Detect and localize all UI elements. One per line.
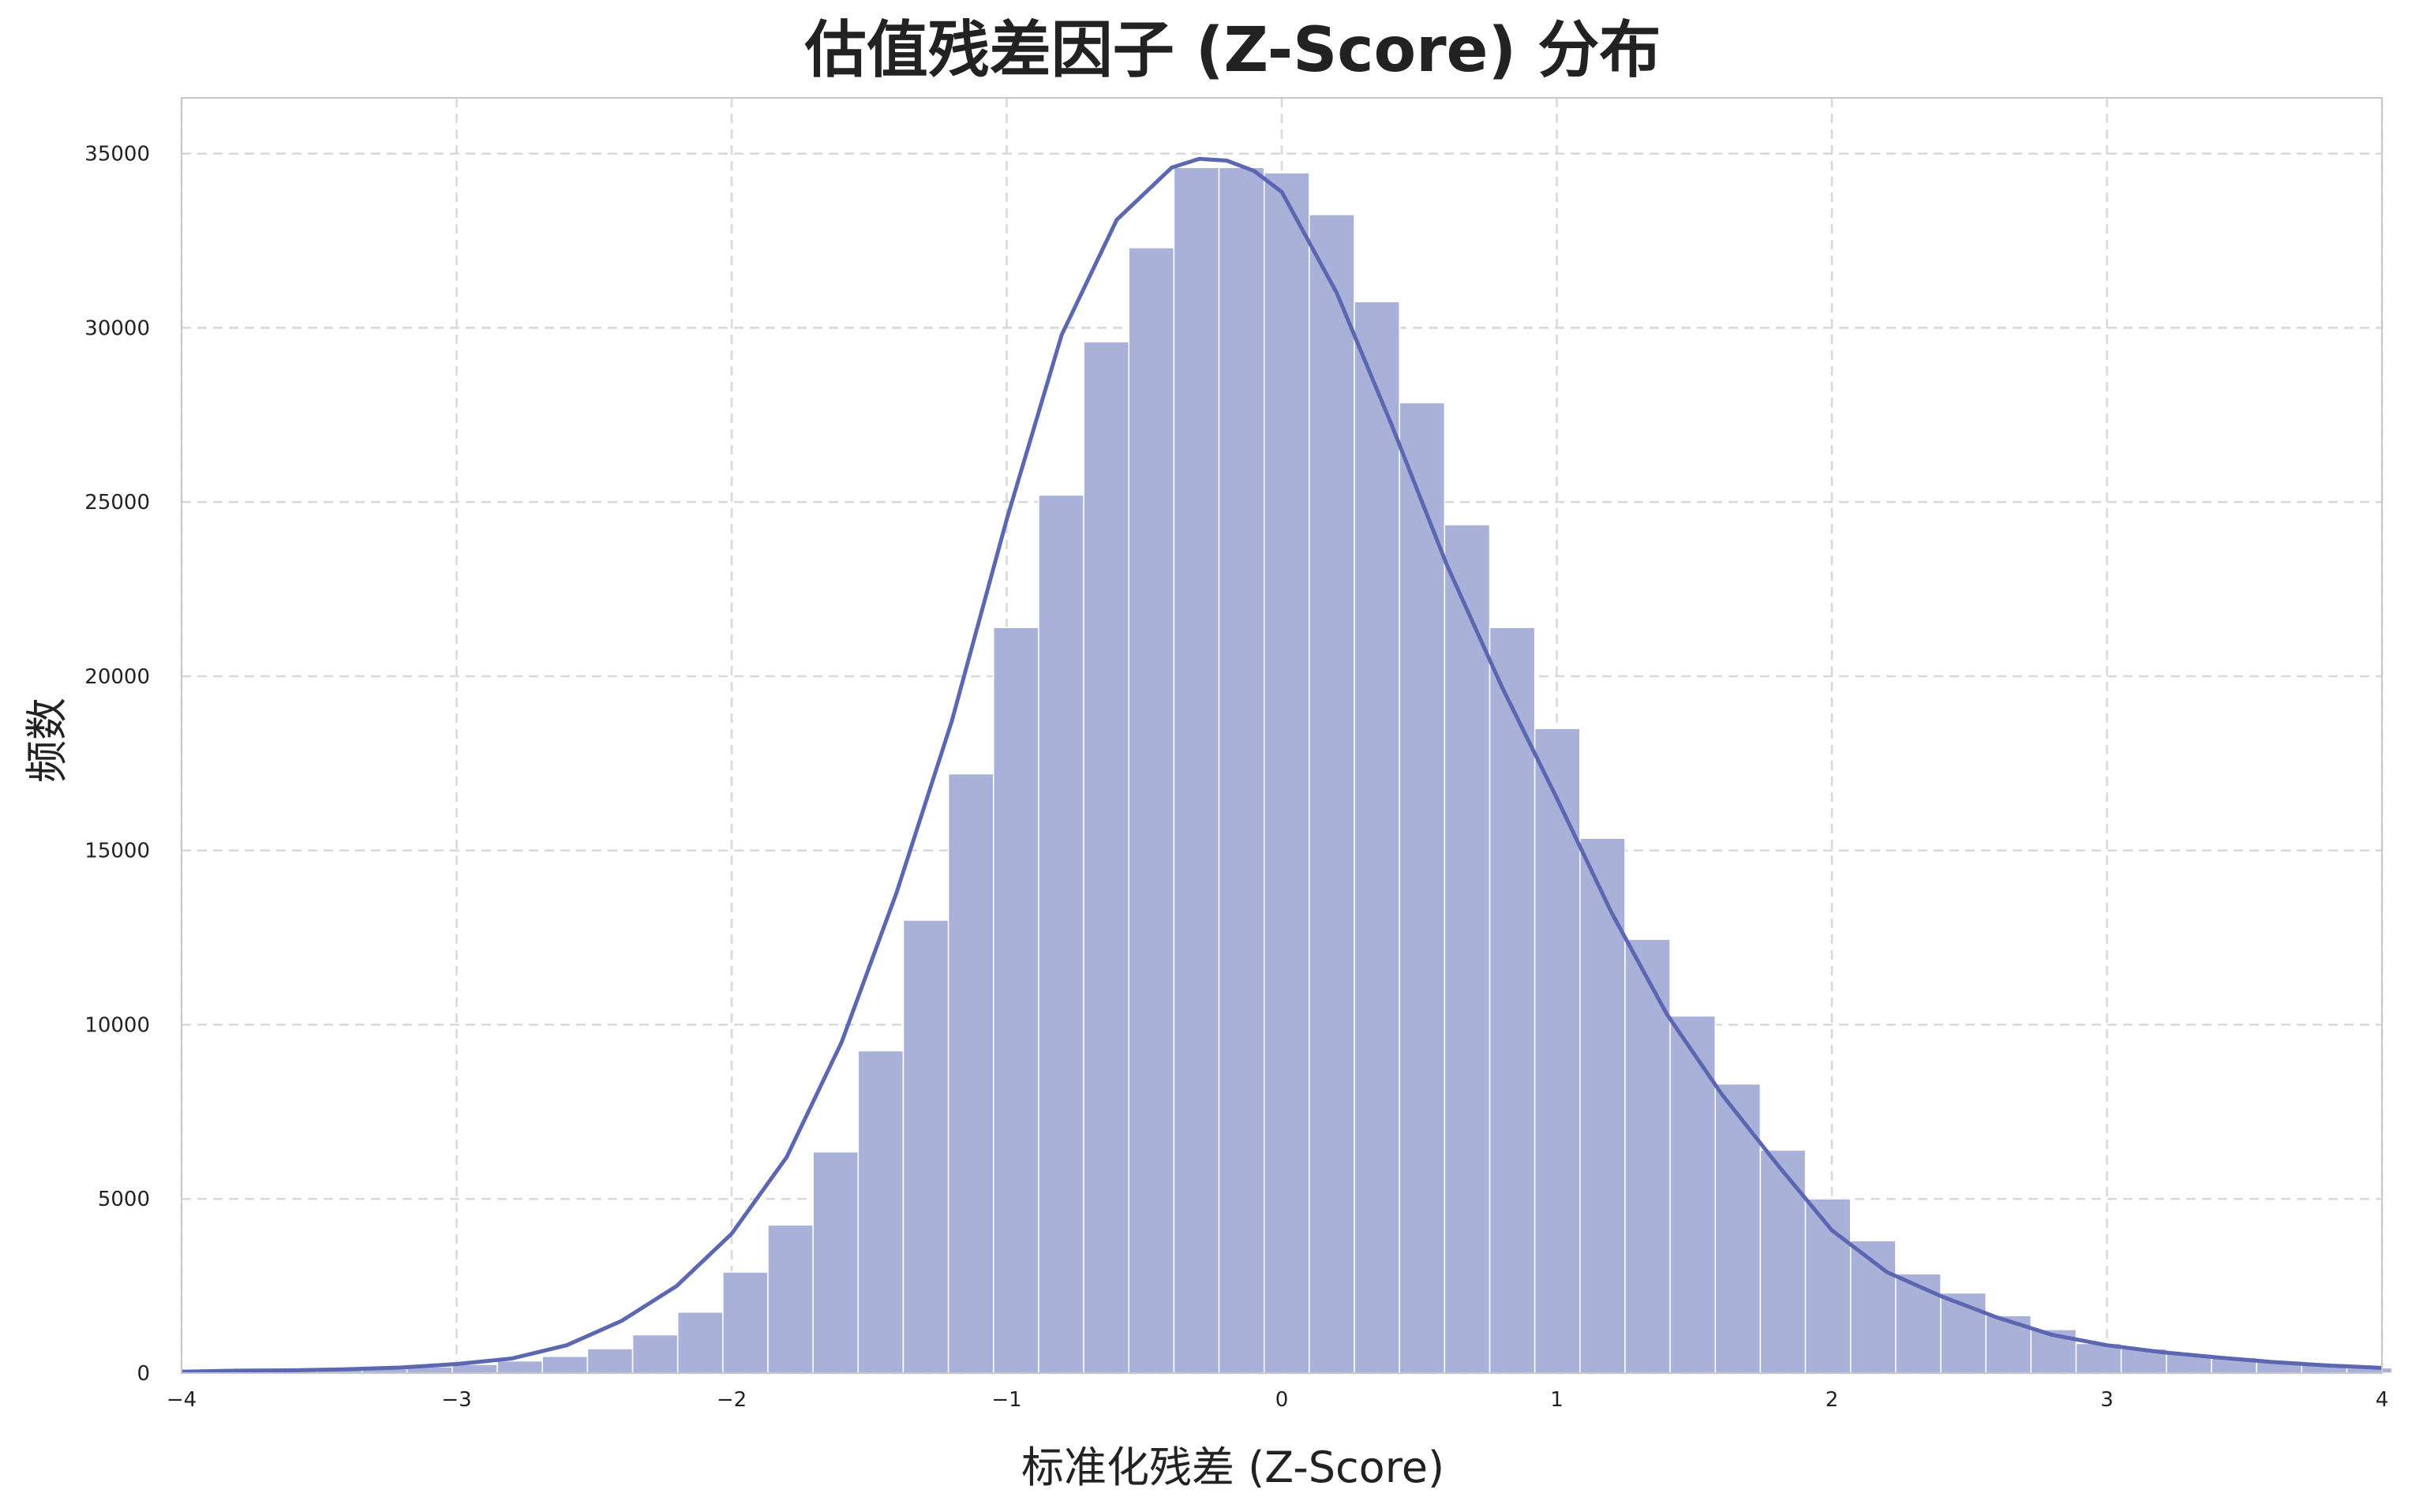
histogram-bar [1309, 214, 1355, 1374]
histogram-bar [1714, 1083, 1762, 1374]
y-tick-label: 35000 [84, 143, 150, 167]
x-axis-ticks: −4 −3 −2 −1 0 1 2 3 4 [167, 1388, 2388, 1412]
histogram-bar [496, 1360, 543, 1374]
y-tick-label: 5000 [98, 1188, 150, 1211]
histogram-bar [631, 1334, 679, 1374]
histogram-bar [1759, 1149, 1807, 1374]
histogram-bar [947, 773, 994, 1374]
histogram-bar [1624, 938, 1671, 1374]
histogram-bar [902, 919, 949, 1374]
x-tick-label: −4 [167, 1388, 197, 1412]
x-tick-label: 0 [1275, 1388, 1289, 1412]
y-tick-label: 20000 [84, 665, 150, 689]
x-tick-label: 2 [1826, 1388, 1839, 1412]
kde-curve [181, 156, 2383, 1374]
x-tick-label: 4 [2376, 1388, 2389, 1412]
y-tick-label: 30000 [84, 316, 150, 340]
y-tick-label: 10000 [84, 1013, 150, 1037]
x-axis-label: 标准化残差 (Z-Score) [1021, 1443, 1444, 1492]
histogram-bar [1218, 167, 1265, 1374]
x-tick-label: 1 [1550, 1388, 1564, 1412]
plot-frame [181, 97, 2383, 1374]
histogram-bar [1895, 1273, 1942, 1374]
histogram-bar [993, 627, 1039, 1374]
x-tick-label: 3 [2100, 1388, 2114, 1412]
histogram-bar [1083, 341, 1129, 1374]
y-tick-label: 25000 [84, 491, 150, 515]
histogram-bar [722, 1271, 769, 1374]
y-tick-label: 15000 [84, 840, 150, 863]
x-tick-label: −1 [991, 1388, 1021, 1412]
y-axis-ticks: 0 5000 10000 15000 20000 25000 30000 35000 [84, 143, 150, 1386]
histogram-bar [767, 1224, 814, 1374]
histogram-bar [586, 1348, 634, 1374]
histogram-bar [541, 1356, 589, 1374]
chart-title: 估值残差因子 (Z-Score) 分布 [804, 15, 1661, 86]
histogram-bar [1534, 728, 1581, 1374]
histogram-bar [1669, 1015, 1716, 1374]
histogram-bar [1038, 494, 1084, 1374]
y-tick-label: 0 [137, 1362, 150, 1386]
histogram-bar [1128, 247, 1175, 1374]
histogram-bar [1263, 172, 1310, 1374]
histogram-bar [1579, 837, 1626, 1374]
histogram-bar [1173, 167, 1220, 1374]
histogram-bar [857, 1050, 904, 1374]
x-tick-label: −3 [441, 1388, 471, 1412]
histogram-bar [812, 1151, 860, 1374]
histogram-bars [181, 167, 2393, 1374]
histogram-bar [1444, 524, 1491, 1374]
histogram-bar [1399, 402, 1446, 1374]
histogram-bar [676, 1311, 724, 1374]
x-tick-label: −2 [717, 1388, 747, 1412]
y-axis-label: 频数 [22, 698, 72, 783]
histogram-bar [1354, 301, 1400, 1374]
